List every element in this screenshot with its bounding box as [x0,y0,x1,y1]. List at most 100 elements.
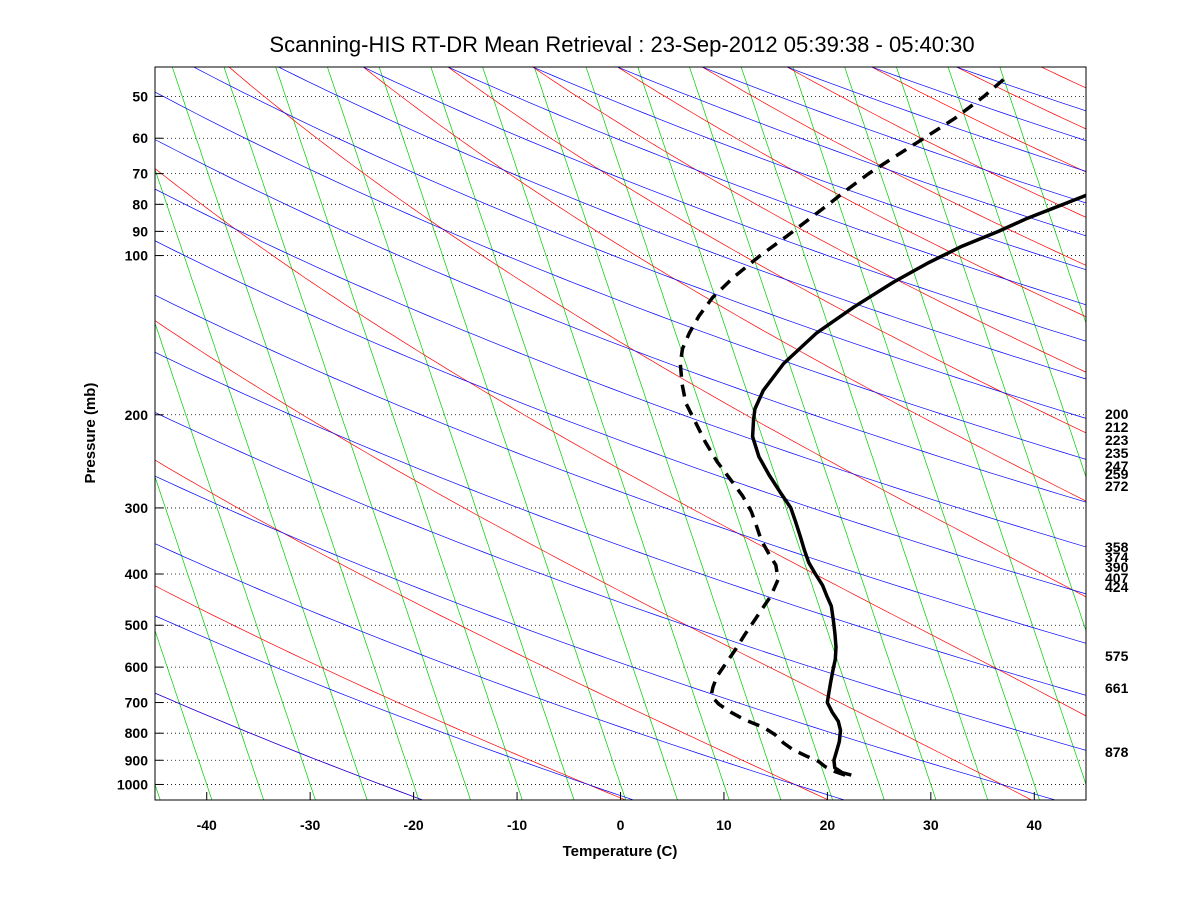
chart-title: Scanning-HIS RT-DR Mean Retrieval : 23-S… [269,32,974,57]
moist-adiabat-line [155,459,830,800]
y-tick-label: 900 [125,752,149,768]
right-label: 235 [1105,445,1129,461]
right-label: 247 [1105,458,1129,474]
mixing-ratio-line [327,67,575,800]
mixing-ratio-line [740,67,989,800]
mixing-ratio-line [533,67,782,800]
right-label: 575 [1105,648,1129,664]
right-label: 407 [1105,570,1129,586]
moist-adiabat-line [155,320,1033,800]
mixing-ratio-line [171,67,420,800]
right-label: 200 [1105,406,1129,422]
profile-series [678,75,1086,777]
right-label: 212 [1105,419,1129,435]
dry-adiabat-line [155,615,635,800]
x-axis-ticks: -40 -30 -20 -10 0 10 20 30 40 [197,792,1042,833]
y-tick-label: 200 [125,407,149,423]
x-tick-label: 10 [716,817,732,833]
y-tick-label: 700 [125,695,149,711]
mixing-ratio-line [637,67,885,800]
mixing-ratio-line [896,67,1086,632]
dry-adiabat-line [362,67,1086,342]
mixing-ratio-line [155,322,316,800]
moist-adiabat-line [228,67,1086,598]
dewpoint-profile-line [678,75,1008,777]
dry-adiabat-line [447,67,1086,306]
dry-adiabat-line [155,412,1086,751]
moist-adiabat-line [155,585,627,800]
moist-adiabat-line [155,168,1086,717]
background-lines [155,67,1086,800]
x-tick-label: -10 [507,817,527,833]
y-tick-label: 50 [132,88,148,104]
y-axis-label: Pressure (mb) [82,383,99,484]
moist-adiabat-line [701,67,1086,266]
mixing-ratio-line [275,67,523,800]
mixing-ratio-line [792,67,1040,800]
mixing-ratio-line [947,67,1086,479]
dry-adiabat-line [616,67,1086,237]
right-label: 223 [1105,432,1129,448]
moist-adiabat-line [532,67,1086,373]
mixing-ratio-line [482,67,730,800]
dry-adiabat-line [531,67,1086,271]
y-tick-label: 600 [125,659,149,675]
mixing-ratio-line [844,67,1086,786]
dry-adiabat-line [155,240,1086,595]
mixing-ratio-line [155,629,213,800]
mixing-ratio-line [378,67,627,800]
dry-adiabat-line [155,543,846,800]
y-tick-label: 1000 [117,776,148,792]
x-tick-label: -20 [403,817,423,833]
mixing-ratio-line [223,67,471,800]
mixing-ratio-line [999,67,1086,325]
moist-adiabat-line [447,67,1086,434]
dry-adiabat-line [277,67,1086,380]
x-tick-label: 40 [1026,817,1042,833]
y-tick-label: 500 [125,617,149,633]
mixing-ratio-line [155,475,265,800]
mixing-ratio-line [155,168,368,800]
right-label: 358 [1105,539,1129,555]
right-label: 374 [1105,549,1129,565]
right-label: 259 [1105,466,1129,482]
mixing-ratio-line [689,67,937,800]
y-tick-label: 90 [132,223,148,239]
y-tick-label: 80 [132,196,148,212]
dry-adiabat-line [155,91,1086,460]
dry-adiabat-line [701,67,1086,204]
x-tick-label: 20 [820,817,836,833]
y-tick-label: 300 [125,500,149,516]
dry-adiabat-line [155,294,1086,644]
x-tick-label: 0 [617,817,625,833]
right-label: 661 [1105,680,1129,696]
moist-adiabat-line [616,67,1086,318]
y-tick-label: 100 [125,248,149,264]
y-tick-label: 400 [125,566,149,582]
right-label: 424 [1105,579,1129,595]
moist-adiabat-line [362,67,1086,502]
y-tick-label: 60 [132,130,148,146]
y-tick-label: 800 [125,725,149,741]
moist-adiabat-line [786,67,1086,218]
y-axis-ticks: 50 60 70 80 90 100 200 300 400 500 600 700 800 900 100… [117,88,163,792]
right-label: 390 [1105,559,1129,575]
x-tick-label: -40 [197,817,217,833]
right-label: 272 [1105,478,1129,494]
dry-adiabat-line [155,139,1086,503]
dry-adiabat-line [155,188,1086,548]
right-label: 878 [1105,744,1129,760]
dry-adiabat-line [155,475,1057,800]
x-axis-label: Temperature (C) [563,843,678,860]
mixing-ratio-line [585,67,833,800]
dry-adiabat-line [192,67,1086,419]
dry-adiabat-line [155,351,1086,696]
y-tick-label: 70 [132,166,148,182]
x-tick-label: -30 [300,817,320,833]
mixing-ratio-line [430,67,678,800]
x-tick-label: 30 [923,817,939,833]
temperature-profile-line [750,193,1086,777]
